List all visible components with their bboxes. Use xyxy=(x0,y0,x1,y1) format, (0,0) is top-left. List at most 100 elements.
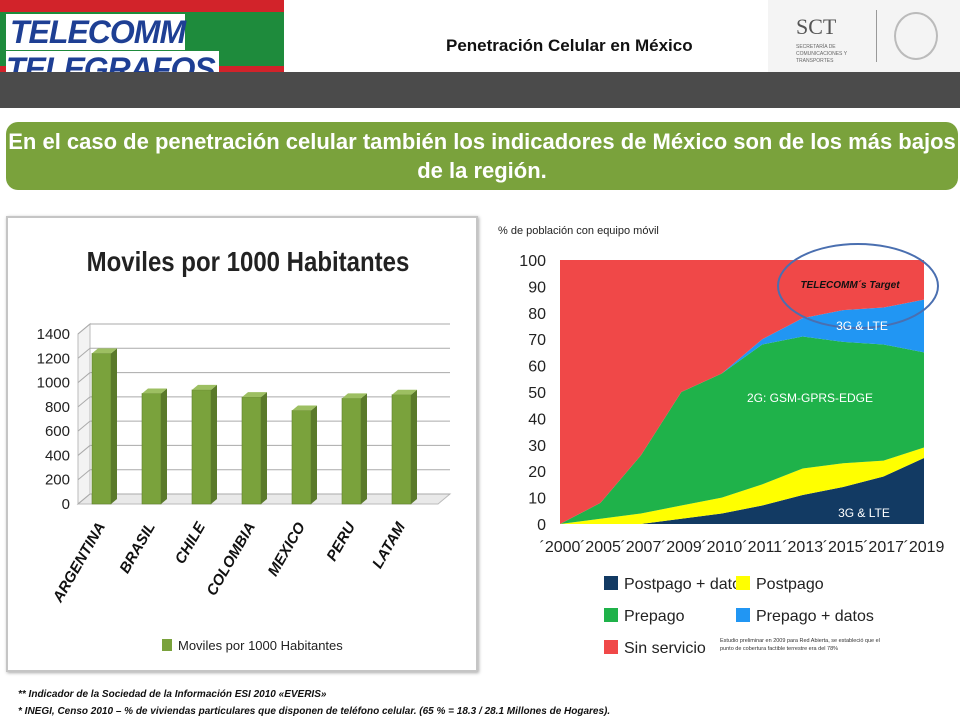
bar-gridline-depth xyxy=(77,493,91,505)
bar-gridline-depth xyxy=(77,420,91,432)
bar-y-tick-label: 200 xyxy=(45,472,70,489)
bar xyxy=(191,389,212,505)
bar-side xyxy=(161,388,167,504)
area-x-tick-label: ´2009 xyxy=(661,539,702,556)
national-seal-icon xyxy=(894,12,938,60)
area-legend-swatch xyxy=(604,640,618,654)
label-3g-top: 3G & LTE xyxy=(836,319,888,333)
area-x-tick-label: ´2015 xyxy=(823,539,864,556)
header-dark-bar xyxy=(0,72,960,108)
area-x-tick-label: ´2017 xyxy=(863,539,904,556)
area-series xyxy=(560,336,924,524)
area-x-tick-label: ´2011 xyxy=(742,539,782,556)
bar-gridline-depth xyxy=(77,347,91,359)
logo-red-band xyxy=(0,0,284,12)
area-y-tick-label: 20 xyxy=(528,464,546,481)
area-x-tick-label: ´2007 xyxy=(620,539,661,556)
bar-top xyxy=(192,384,217,390)
bar-x-tick-label: MEXICO xyxy=(265,519,309,579)
bar-y-tick-label: 600 xyxy=(45,423,70,440)
area-chart-panel: % de población con equipo móvil 0 10 20 30 40… xyxy=(494,216,960,672)
bar-chart: Moviles por 1000 Habitantes 0 200 400 600 800… xyxy=(37,248,452,653)
area-legend-swatch xyxy=(604,608,618,622)
area-legend-swatch xyxy=(736,608,750,622)
area-y-tick-label: 100 xyxy=(519,253,546,270)
bar-y-tick-label: 1400 xyxy=(37,326,70,343)
bar xyxy=(291,410,312,505)
bar-x-tick-label: COLOMBIA xyxy=(203,520,259,599)
bar-top xyxy=(142,388,167,394)
sct-logo-text: SCT xyxy=(796,14,837,39)
bar-top xyxy=(392,389,417,395)
bar-top xyxy=(342,393,367,399)
area-y-tick-label: 90 xyxy=(528,279,546,296)
bar xyxy=(91,353,112,505)
area-note: Estudio preliminar en 2009 para Red Abie… xyxy=(720,638,880,652)
area-y-tick-label: 10 xyxy=(528,491,546,508)
bar-chart-panel: Moviles por 1000 Habitantes 0 200 400 600 800… xyxy=(6,216,478,672)
bar-gridline-depth xyxy=(77,323,91,335)
area-legend-label: Sin servicio xyxy=(624,640,706,657)
bar-y-tick-label: 1200 xyxy=(37,350,70,367)
bar-x-tick-label: BRASIL xyxy=(116,520,159,577)
area-y-tick-label: 50 xyxy=(528,385,546,402)
bar-gridline-depth xyxy=(77,469,91,481)
area-x-tick-label: ´2013 xyxy=(782,539,823,556)
footnote-everis: ** Indicador de la Sociedad de la Inform… xyxy=(18,689,327,700)
bar-side xyxy=(311,405,317,504)
bar-y-tick-label: 0 xyxy=(62,496,70,513)
label-3g-bottom: 3G & LTE xyxy=(838,506,890,520)
area-series xyxy=(560,260,924,524)
area-series xyxy=(560,299,924,524)
bar-side xyxy=(361,393,367,504)
area-chart: % de población con equipo móvil 0 10 20 30 40… xyxy=(498,225,945,657)
bar-x-tick-label: ARGENTINA xyxy=(49,520,109,607)
bar-gridline-depth xyxy=(77,396,91,408)
bar-top xyxy=(242,392,267,398)
target-annotation: TELECOMM´s Target xyxy=(800,280,900,291)
area-legend-swatch xyxy=(604,576,618,590)
area-series xyxy=(560,458,924,524)
bar-side xyxy=(261,392,267,504)
page-title: Penetración Celular en México xyxy=(446,36,693,55)
area-note-line: punto de cobertura factible terrestre er… xyxy=(720,646,838,652)
bar-chart-title: Moviles por 1000 Habitantes xyxy=(87,248,410,278)
bar-top xyxy=(92,348,117,354)
label-2g: 2G: GSM-GPRS-EDGE xyxy=(747,391,873,405)
footnote-inegi: * INEGI, Censo 2010 – % de viviendas par… xyxy=(18,706,611,717)
footnotes: ** Indicador de la Sociedad de la Inform… xyxy=(18,686,948,720)
bar xyxy=(341,398,362,505)
bar-side xyxy=(111,348,117,504)
area-legend-label: Prepago xyxy=(624,608,685,625)
area-y-tick-label: 0 xyxy=(537,517,546,534)
sct-divider xyxy=(876,10,877,62)
bar xyxy=(241,396,262,505)
area-y-tick-label: 70 xyxy=(528,332,546,349)
area-legend-swatch xyxy=(736,576,750,590)
bar-y-tick-label: 400 xyxy=(45,447,70,464)
area-series xyxy=(560,447,924,524)
bar-x-tick-label: CHILE xyxy=(172,519,210,567)
area-x-tick-label: ´2019 xyxy=(904,539,945,556)
bar-gridline-depth xyxy=(77,372,91,383)
area-x-tick-label: ´2005 xyxy=(580,539,621,556)
area-x-tick-label: ´2010 xyxy=(701,539,742,556)
area-y-tick-label: 60 xyxy=(528,359,546,376)
bar-x-tick-label: LATAM xyxy=(369,519,409,571)
area-y-tick-label: 40 xyxy=(528,411,546,428)
bar-side xyxy=(411,389,417,504)
headline-banner: En el caso de penetración celular tambié… xyxy=(6,122,958,190)
area-y-tick-label: 30 xyxy=(528,438,546,455)
telecomm-logo: TELECOMM TELEGRAFOS xyxy=(0,0,284,87)
sct-logo-subtitle: SECRETARÍA DE COMUNICACIONES Y TRANSPORT… xyxy=(796,44,847,64)
bar-y-tick-label: 800 xyxy=(45,399,70,416)
area-legend-label: Postpago + datos xyxy=(624,576,749,593)
bar-legend-swatch xyxy=(162,639,172,651)
target-ellipse xyxy=(777,243,939,329)
sct-logo: SCT SECRETARÍA DE COMUNICACIONES Y TRANS… xyxy=(768,0,960,72)
bar-side xyxy=(211,384,217,504)
bar xyxy=(391,394,412,505)
bar-legend-label: Moviles por 1000 Habitantes xyxy=(178,638,343,653)
bar-y-tick-label: 1000 xyxy=(37,375,70,392)
area-legend-label: Postpago xyxy=(756,576,824,593)
